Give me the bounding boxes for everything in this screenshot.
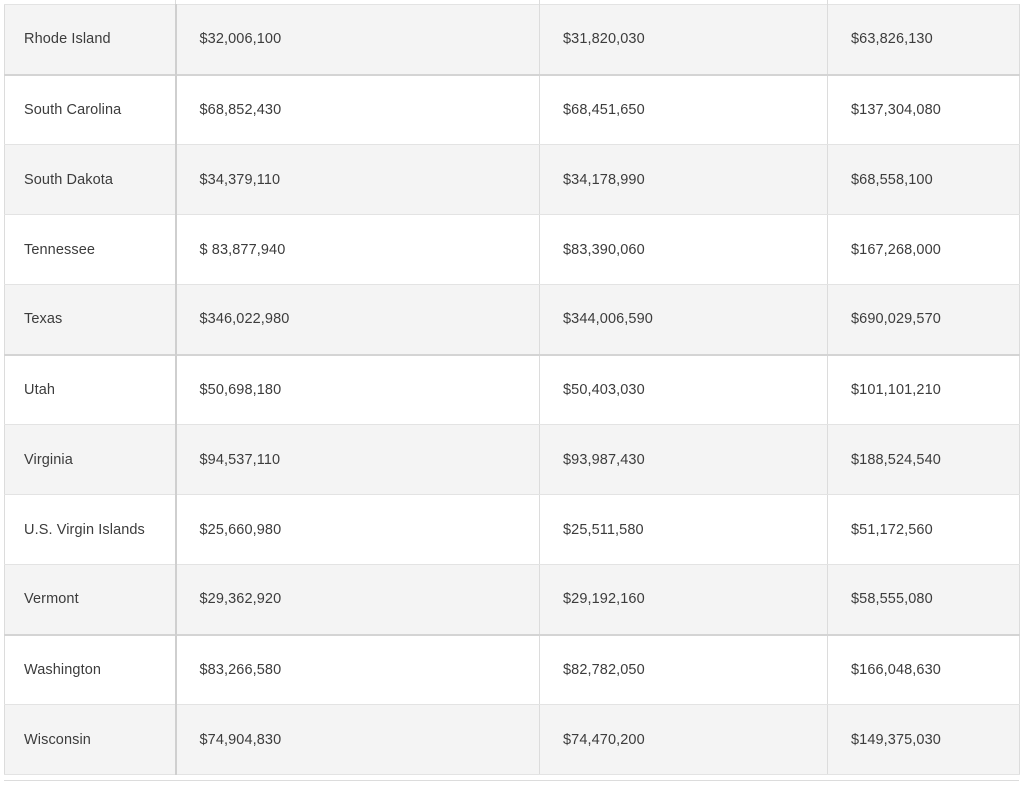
amount-cell: $82,782,050 xyxy=(539,633,828,705)
amount-cell: $ 83,877,940 xyxy=(175,214,540,285)
total-cell: $58,555,080 xyxy=(827,564,1020,635)
column-divider xyxy=(827,0,828,4)
amount-cell: $83,390,060 xyxy=(539,214,828,285)
table-row: Utah $50,698,180 $50,403,030 $101,101,21… xyxy=(4,353,1020,425)
total-cell: $137,304,080 xyxy=(827,73,1020,145)
state-cell: U.S. Virgin Islands xyxy=(4,494,177,565)
amount-cell: $74,904,830 xyxy=(175,704,540,775)
next-row-edge xyxy=(4,780,1019,785)
state-cell: Washington xyxy=(4,633,177,705)
table-row: South Carolina $68,852,430 $68,451,650 $… xyxy=(4,73,1020,145)
table-row: Virginia $94,537,110 $93,987,430 $188,52… xyxy=(4,424,1020,495)
state-cell: Virginia xyxy=(4,424,177,495)
state-allocation-table: Rhode Island $32,006,100 $31,820,030 $63… xyxy=(4,4,1020,775)
total-cell: $149,375,030 xyxy=(827,704,1020,775)
amount-cell: $50,403,030 xyxy=(539,353,828,425)
table-row: Rhode Island $32,006,100 $31,820,030 $63… xyxy=(4,4,1020,75)
total-cell: $690,029,570 xyxy=(827,284,1020,355)
state-cell: Utah xyxy=(4,353,177,425)
amount-cell: $34,178,990 xyxy=(539,144,828,215)
state-cell: Tennessee xyxy=(4,214,177,285)
total-cell: $68,558,100 xyxy=(827,144,1020,215)
amount-cell: $344,006,590 xyxy=(539,284,828,355)
total-cell: $167,268,000 xyxy=(827,214,1020,285)
amount-cell: $68,451,650 xyxy=(539,73,828,145)
state-cell: Wisconsin xyxy=(4,704,177,775)
state-cell: South Carolina xyxy=(4,73,177,145)
column-divider xyxy=(539,0,540,4)
table-row: Wisconsin $74,904,830 $74,470,200 $149,3… xyxy=(4,704,1020,775)
state-cell: Vermont xyxy=(4,564,177,635)
amount-cell: $346,022,980 xyxy=(175,284,540,355)
amount-cell: $74,470,200 xyxy=(539,704,828,775)
table-row: Vermont $29,362,920 $29,192,160 $58,555,… xyxy=(4,564,1020,635)
state-cell: Texas xyxy=(4,284,177,355)
amount-cell: $25,660,980 xyxy=(175,494,540,565)
amount-cell: $34,379,110 xyxy=(175,144,540,215)
amount-cell: $68,852,430 xyxy=(175,73,540,145)
amount-cell: $25,511,580 xyxy=(539,494,828,565)
amount-cell: $94,537,110 xyxy=(175,424,540,495)
total-cell: $166,048,630 xyxy=(827,633,1020,705)
amount-cell: $29,362,920 xyxy=(175,564,540,635)
amount-cell: $50,698,180 xyxy=(175,353,540,425)
amount-cell: $32,006,100 xyxy=(175,4,540,75)
total-cell: $101,101,210 xyxy=(827,353,1020,425)
state-cell: Rhode Island xyxy=(4,4,177,75)
total-cell: $63,826,130 xyxy=(827,4,1020,75)
total-cell: $188,524,540 xyxy=(827,424,1020,495)
amount-cell: $83,266,580 xyxy=(175,633,540,705)
amount-cell: $31,820,030 xyxy=(539,4,828,75)
table-row: U.S. Virgin Islands $25,660,980 $25,511,… xyxy=(4,494,1020,565)
amount-cell: $93,987,430 xyxy=(539,424,828,495)
amount-cell: $29,192,160 xyxy=(539,564,828,635)
funding-table: Rhode Island $32,006,100 $31,820,030 $63… xyxy=(4,4,1020,775)
table-row: Tennessee $ 83,877,940 $83,390,060 $167,… xyxy=(4,214,1020,285)
total-cell: $51,172,560 xyxy=(827,494,1020,565)
table-row: Washington $83,266,580 $82,782,050 $166,… xyxy=(4,633,1020,705)
column-divider xyxy=(175,0,176,4)
table-row: Texas $346,022,980 $344,006,590 $690,029… xyxy=(4,284,1020,355)
state-cell: South Dakota xyxy=(4,144,177,215)
table-row: South Dakota $34,379,110 $34,178,990 $68… xyxy=(4,144,1020,215)
